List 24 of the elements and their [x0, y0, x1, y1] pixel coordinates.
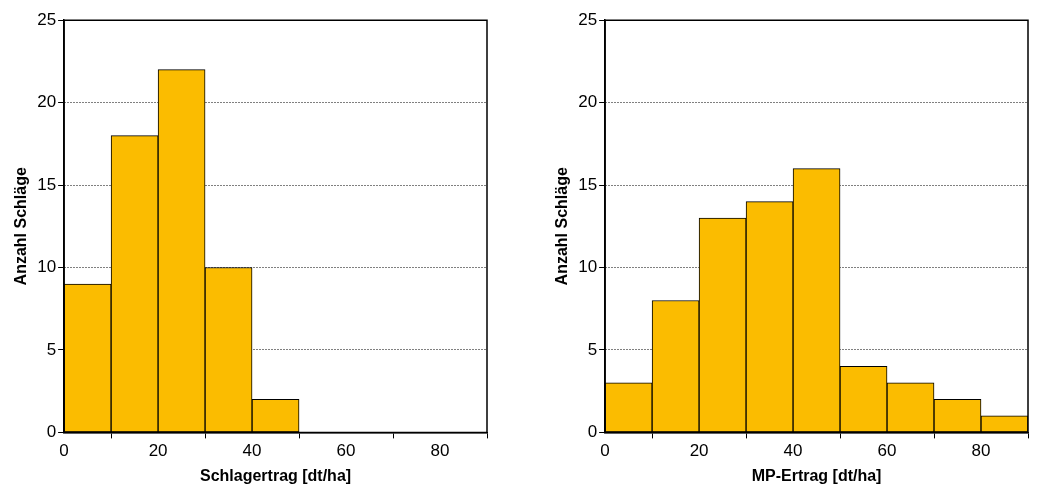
y-axis-title: Anzahl Schläge [553, 167, 571, 286]
y-tick-label: 20 [37, 92, 57, 112]
y-tick-label: 0 [587, 422, 598, 442]
y-tick-label: 15 [37, 174, 57, 194]
x-axis-title: MP-Ertrag [dt/ha] [751, 466, 882, 484]
x-tick-label: 80 [971, 441, 991, 461]
x-tick-label: 40 [242, 441, 262, 461]
y-tick-label: 10 [578, 257, 598, 277]
y-tick-label: 25 [578, 9, 598, 29]
x-tick-label: 60 [877, 441, 897, 461]
y-tick-label: 25 [37, 9, 57, 29]
y-tick-label: 0 [46, 422, 57, 442]
x-axis-title: Schlagertrag [dt/ha] [199, 466, 352, 484]
x-tick-label: 80 [430, 441, 450, 461]
y-tick-label: 20 [578, 92, 598, 112]
x-tick-label: 20 [148, 441, 168, 461]
y-tick-label: 5 [587, 339, 598, 359]
y-axis-title: Anzahl Schläge [12, 167, 30, 286]
x-tick-label: 60 [336, 441, 356, 461]
y-tick-label: 5 [46, 339, 57, 359]
y-tick-label: 10 [37, 257, 57, 277]
x-tick-label: 40 [783, 441, 803, 461]
y-tick-label: 15 [578, 174, 598, 194]
x-tick-label: 20 [689, 441, 709, 461]
